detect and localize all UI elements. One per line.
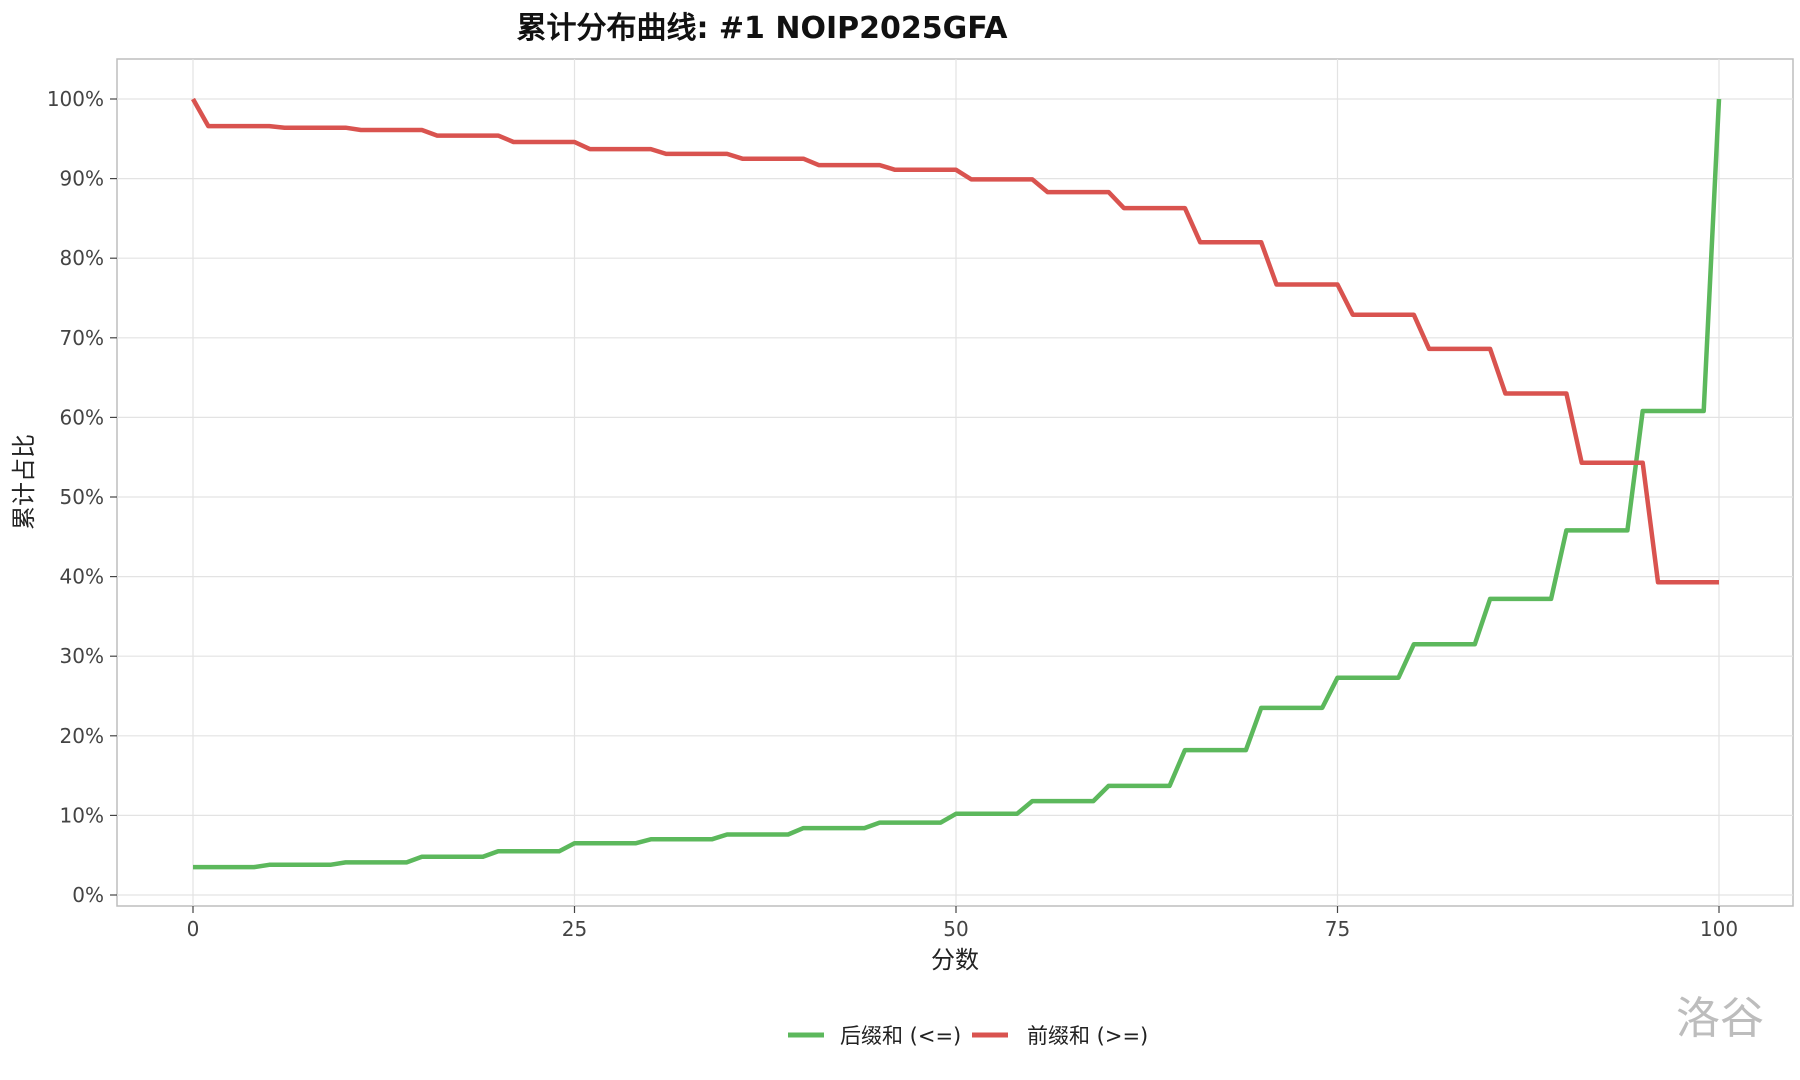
legend-label: 后缀和 (<=) — [840, 1024, 961, 1048]
x-tick-label: 50 — [943, 917, 968, 941]
y-tick-label: 90% — [60, 167, 104, 191]
series-line-2 — [191, 97, 1719, 585]
x-axis-tick-labels: 0 25 50 75 100 — [187, 917, 1738, 941]
y-axis-tick-labels: 0% 10% 20% 30% 40% 50% 60% 70% 80% 90% 100% — [47, 87, 104, 907]
x-tick-label: 75 — [1325, 917, 1350, 941]
y-tick-label: 70% — [60, 326, 104, 350]
y-tick-label: 80% — [60, 246, 104, 270]
y-tick-label: 10% — [60, 803, 104, 827]
x-tick-label: 0 — [187, 917, 200, 941]
series-line-1 — [193, 98, 1722, 870]
y-tick-label: 50% — [60, 485, 104, 509]
x-axis-title: 分数 — [931, 946, 979, 974]
y-tick-label: 20% — [60, 724, 104, 748]
luogu-watermark: 洛谷 — [1676, 993, 1764, 1044]
legend-label: 前缀和 (>=) — [1027, 1024, 1148, 1048]
chart-title: 累计分布曲线: #1 NOIP2025GFA — [516, 11, 1008, 46]
y-tick-label: 30% — [60, 644, 104, 668]
grid-lines — [110, 59, 1793, 913]
y-tick-label: 60% — [60, 405, 104, 429]
y-tick-label: 100% — [47, 87, 104, 111]
plot-panel — [116, 58, 1794, 907]
y-tick-label: 40% — [60, 565, 104, 589]
series-lines — [191, 97, 1722, 870]
y-tick-label: 0% — [72, 883, 104, 907]
legend: 后缀和 (<=) 前缀和 (>=) — [788, 1024, 1148, 1048]
x-tick-label: 100 — [1700, 917, 1738, 941]
y-axis-title: 累计占比 — [10, 434, 38, 530]
x-tick-label: 25 — [562, 917, 587, 941]
